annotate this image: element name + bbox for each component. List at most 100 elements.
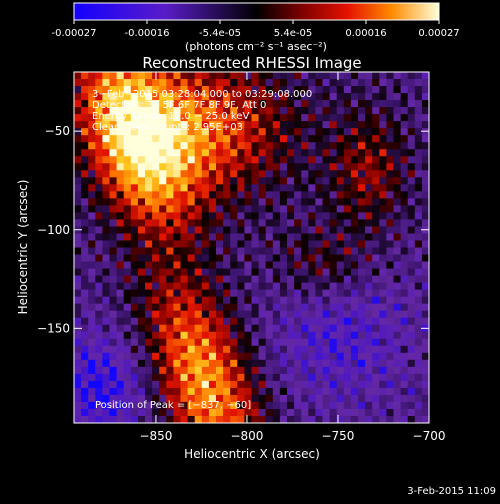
heatmap-cell (308, 135, 316, 143)
heatmap-cell (201, 170, 210, 178)
heatmap-cell (258, 79, 267, 87)
heatmap-cell (81, 100, 89, 108)
heatmap-cell (216, 352, 224, 361)
heatmap-cell (358, 247, 366, 256)
heatmap-cell (208, 289, 217, 298)
heatmap-cell (237, 149, 245, 157)
heatmap-cell (265, 240, 274, 249)
heatmap-cell (279, 163, 288, 171)
heatmap-cell (109, 114, 118, 122)
heatmap-cell (336, 261, 345, 270)
heatmap-cell (287, 170, 295, 178)
heatmap-cell (301, 275, 309, 284)
heatmap-cell (400, 86, 409, 94)
heatmap-cell (201, 317, 210, 326)
heatmap-cell (145, 156, 153, 164)
heatmap-cell (152, 184, 160, 192)
heatmap-cell (137, 226, 146, 235)
heatmap-cell (407, 170, 416, 178)
heatmap-cell (251, 212, 260, 221)
heatmap-cell (159, 205, 167, 213)
heatmap-cell (265, 121, 274, 129)
heatmap-cell (301, 261, 309, 270)
heatmap-cell (180, 394, 189, 403)
heatmap-cell (74, 359, 82, 368)
heatmap-cell (145, 93, 153, 101)
heatmap-cell (95, 135, 103, 143)
heatmap-cell (350, 219, 359, 228)
heatmap-cell (421, 247, 429, 256)
heatmap-cell (350, 184, 359, 192)
heatmap-cell (130, 303, 139, 312)
heatmap-cell (343, 170, 352, 178)
heatmap-cell (294, 212, 302, 221)
heatmap-cell (421, 198, 429, 206)
heatmap-cell (166, 310, 174, 319)
heatmap-cell (74, 170, 82, 178)
heatmap-cell (187, 219, 196, 228)
heatmap-cell (159, 100, 167, 108)
heatmap-cell (414, 156, 423, 164)
heatmap-cell (237, 331, 245, 340)
heatmap-cell (201, 114, 210, 122)
heatmap-cell (400, 142, 409, 150)
heatmap-cell (208, 324, 217, 333)
heatmap-cell (301, 352, 309, 361)
heatmap-cell (358, 261, 366, 270)
heatmap-cell (123, 72, 132, 80)
heatmap-cell (81, 149, 89, 157)
heatmap-cell (166, 156, 174, 164)
heatmap-cell (279, 212, 288, 221)
heatmap-cell (95, 415, 103, 423)
heatmap-cell (258, 156, 267, 164)
heatmap-cell (244, 247, 253, 256)
heatmap-cell (152, 380, 160, 389)
heatmap-cell (294, 408, 302, 417)
heatmap-cell (358, 177, 366, 185)
heatmap-cell (421, 254, 429, 263)
heatmap-cell (116, 338, 125, 347)
heatmap-cell (230, 373, 238, 382)
heatmap-cell (81, 86, 89, 94)
heatmap-cell (230, 352, 238, 361)
heatmap-cell (230, 72, 238, 80)
heatmap-cell (208, 359, 217, 368)
heatmap-cell (308, 303, 316, 312)
heatmap-cell (180, 296, 189, 305)
heatmap-cell (329, 282, 338, 291)
heatmap-cell (365, 310, 373, 319)
heatmap-cell (159, 170, 167, 178)
heatmap-cell (244, 387, 253, 396)
heatmap-cell (123, 303, 132, 312)
heatmap-cell (393, 86, 402, 94)
y-tick-label: −100 (37, 223, 70, 237)
heatmap-cell (301, 408, 309, 417)
heatmap-cell (88, 352, 96, 361)
heatmap-cell (230, 128, 238, 136)
annotation-detectors: Detectors: 3F 5F 6F 7F 8F 9F, Att 0 (92, 100, 266, 111)
heatmap-cell (81, 156, 89, 164)
heatmap-cell (287, 233, 295, 242)
heatmap-cell (379, 401, 387, 410)
heatmap-area (74, 72, 429, 423)
heatmap-cell (173, 401, 182, 410)
heatmap-cell (421, 366, 429, 375)
heatmap-cell (102, 184, 111, 192)
heatmap-cell (173, 184, 182, 192)
heatmap-cell (123, 254, 132, 263)
heatmap-cell (407, 86, 416, 94)
heatmap-cell (308, 408, 316, 417)
heatmap-cell (358, 72, 366, 80)
heatmap-cell (152, 303, 160, 312)
heatmap-cell (244, 121, 253, 129)
heatmap-cell (216, 240, 224, 249)
heatmap-cell (145, 121, 153, 129)
heatmap-cell (322, 170, 331, 178)
heatmap-cell (137, 212, 146, 221)
heatmap-cell (407, 79, 416, 87)
heatmap-cell (116, 128, 125, 136)
heatmap-cell (81, 289, 89, 298)
heatmap-cell (414, 177, 423, 185)
heatmap-cell (223, 240, 231, 249)
heatmap-cell (237, 296, 245, 305)
